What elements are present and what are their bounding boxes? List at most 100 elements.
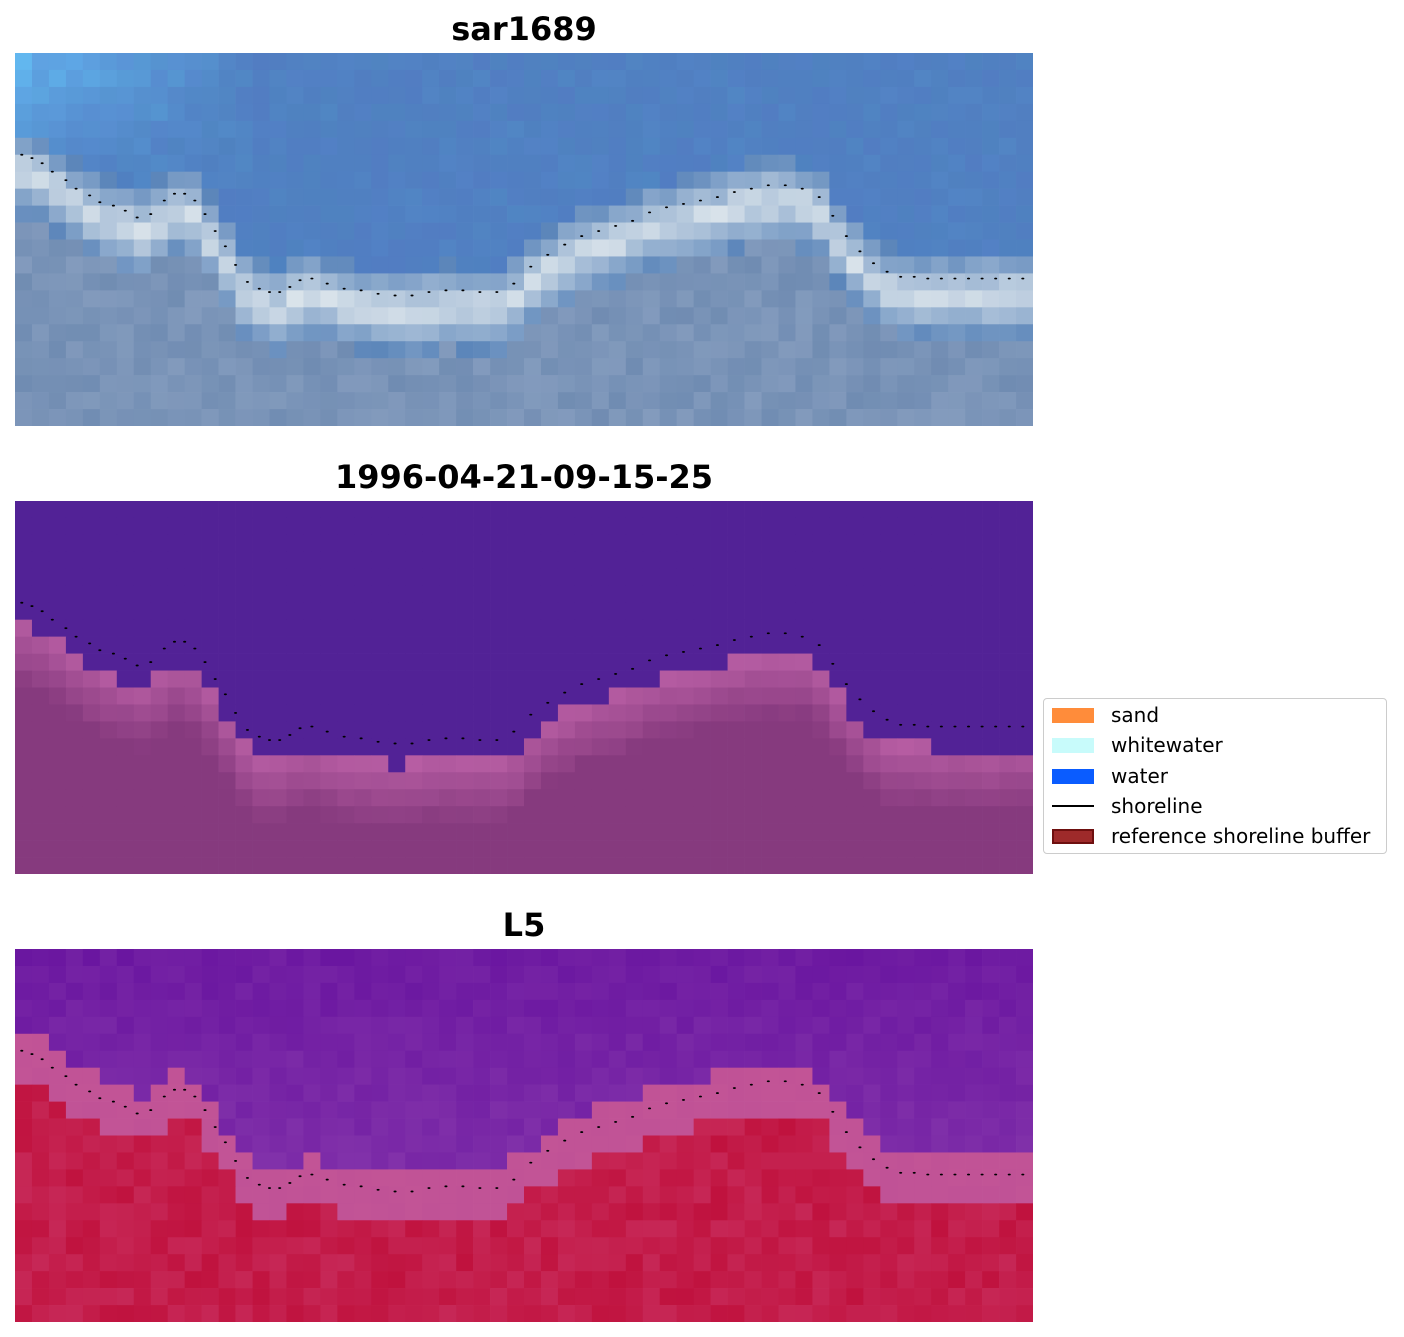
classified-pixel (965, 534, 983, 553)
sar-pixel (473, 69, 491, 88)
sar-pixel (608, 69, 627, 88)
l5-pixel (693, 1101, 711, 1119)
classified-pixel (456, 568, 474, 587)
l5-pixel (303, 982, 321, 1001)
l5-pixel (727, 1050, 745, 1069)
l5-pixel (608, 1288, 627, 1306)
classified-pixel (591, 501, 610, 519)
l5-pixel (235, 1305, 253, 1322)
classified-pixel (829, 721, 847, 739)
classified-pixel (625, 755, 644, 773)
sar-pixel (116, 239, 135, 257)
classified-pixel (269, 806, 287, 824)
classified-pixel (303, 772, 321, 790)
l5-pixel (625, 1067, 644, 1085)
l5-pixel (659, 982, 678, 1001)
sar-pixel (812, 69, 830, 88)
classified-pixel (846, 789, 864, 807)
shoreline-point (994, 277, 998, 280)
classified-pixel (948, 636, 966, 654)
l5-pixel (99, 1050, 118, 1069)
classified-pixel (863, 653, 881, 671)
shoreline-point (681, 650, 686, 653)
sar-pixel (303, 375, 321, 393)
l5-pixel (880, 1016, 898, 1035)
classified-pixel (218, 517, 236, 536)
classified-pixel (371, 501, 389, 519)
sar-pixel (744, 239, 762, 257)
classified-pixel (422, 840, 440, 858)
sar-pixel (880, 409, 898, 426)
sar-pixel (65, 222, 84, 240)
classified-pixel (405, 534, 423, 553)
classified-pixel (880, 704, 898, 722)
l5-pixel (846, 1305, 864, 1322)
classified-pixel (235, 619, 253, 637)
sar-pixel (795, 341, 813, 359)
sar-pixel (591, 375, 610, 393)
l5-pixel (642, 1016, 661, 1035)
classified-pixel (829, 806, 847, 824)
l5-pixel (693, 1254, 711, 1272)
l5-pixel (676, 1237, 695, 1255)
l5-pixel (405, 1118, 423, 1136)
classified-pixel (252, 636, 270, 654)
shoreline-point (111, 1100, 115, 1103)
classified-pixel (829, 585, 847, 604)
sar-pixel (693, 120, 711, 139)
l5-pixel (778, 1135, 796, 1153)
l5-pixel (354, 999, 372, 1018)
l5-pixel (812, 1033, 830, 1052)
sar-pixel (591, 86, 610, 105)
l5-pixel (354, 1169, 372, 1187)
classified-pixel (31, 501, 50, 519)
l5-pixel (184, 1050, 202, 1069)
l5-pixel (574, 1033, 593, 1052)
sar-pixel (897, 103, 915, 122)
sar-pixel (252, 358, 270, 376)
l5-pixel (167, 982, 186, 1001)
l5-pixel (608, 1101, 627, 1119)
classified-pixel (15, 840, 33, 858)
classified-pixel (863, 806, 881, 824)
l5-pixel (608, 949, 627, 967)
shoreline-point (288, 1182, 292, 1184)
sar-pixel (456, 392, 474, 410)
sar-pixel (31, 392, 50, 410)
sar-pixel (235, 53, 253, 71)
l5-pixel (659, 1305, 678, 1322)
classified-pixel (48, 568, 67, 587)
l5-pixel (540, 949, 559, 967)
sar-pixel (371, 188, 389, 206)
l5-pixel (524, 1169, 542, 1187)
l5-pixel (490, 1135, 508, 1153)
classified-pixel (999, 823, 1017, 841)
classified-pixel (99, 501, 118, 519)
l5-pixel (354, 1050, 372, 1069)
classified-pixel (269, 840, 287, 858)
shoreline-point (800, 187, 804, 190)
sar-pixel (982, 239, 1000, 257)
sar-pixel (897, 69, 915, 88)
classified-pixel (133, 602, 152, 621)
sar-pixel (659, 69, 678, 88)
sar-pixel (473, 222, 491, 240)
l5-pixel (269, 1203, 287, 1221)
sar-pixel (863, 53, 881, 71)
l5-pixel (863, 1169, 881, 1187)
classified-pixel (201, 670, 219, 688)
classified-pixel (778, 823, 796, 841)
classified-pixel (625, 772, 644, 790)
classified-pixel (744, 704, 762, 722)
l5-pixel (795, 965, 813, 984)
classified-pixel (778, 789, 796, 807)
l5-pixel (490, 999, 508, 1018)
classified-pixel (880, 721, 898, 739)
sar-pixel (473, 120, 491, 139)
classified-pixel (167, 806, 186, 824)
sar-pixel (65, 103, 84, 122)
l5-pixel (133, 1288, 152, 1306)
classified-pixel (676, 534, 695, 553)
l5-pixel (388, 1152, 406, 1170)
l5-pixel (286, 1016, 304, 1035)
